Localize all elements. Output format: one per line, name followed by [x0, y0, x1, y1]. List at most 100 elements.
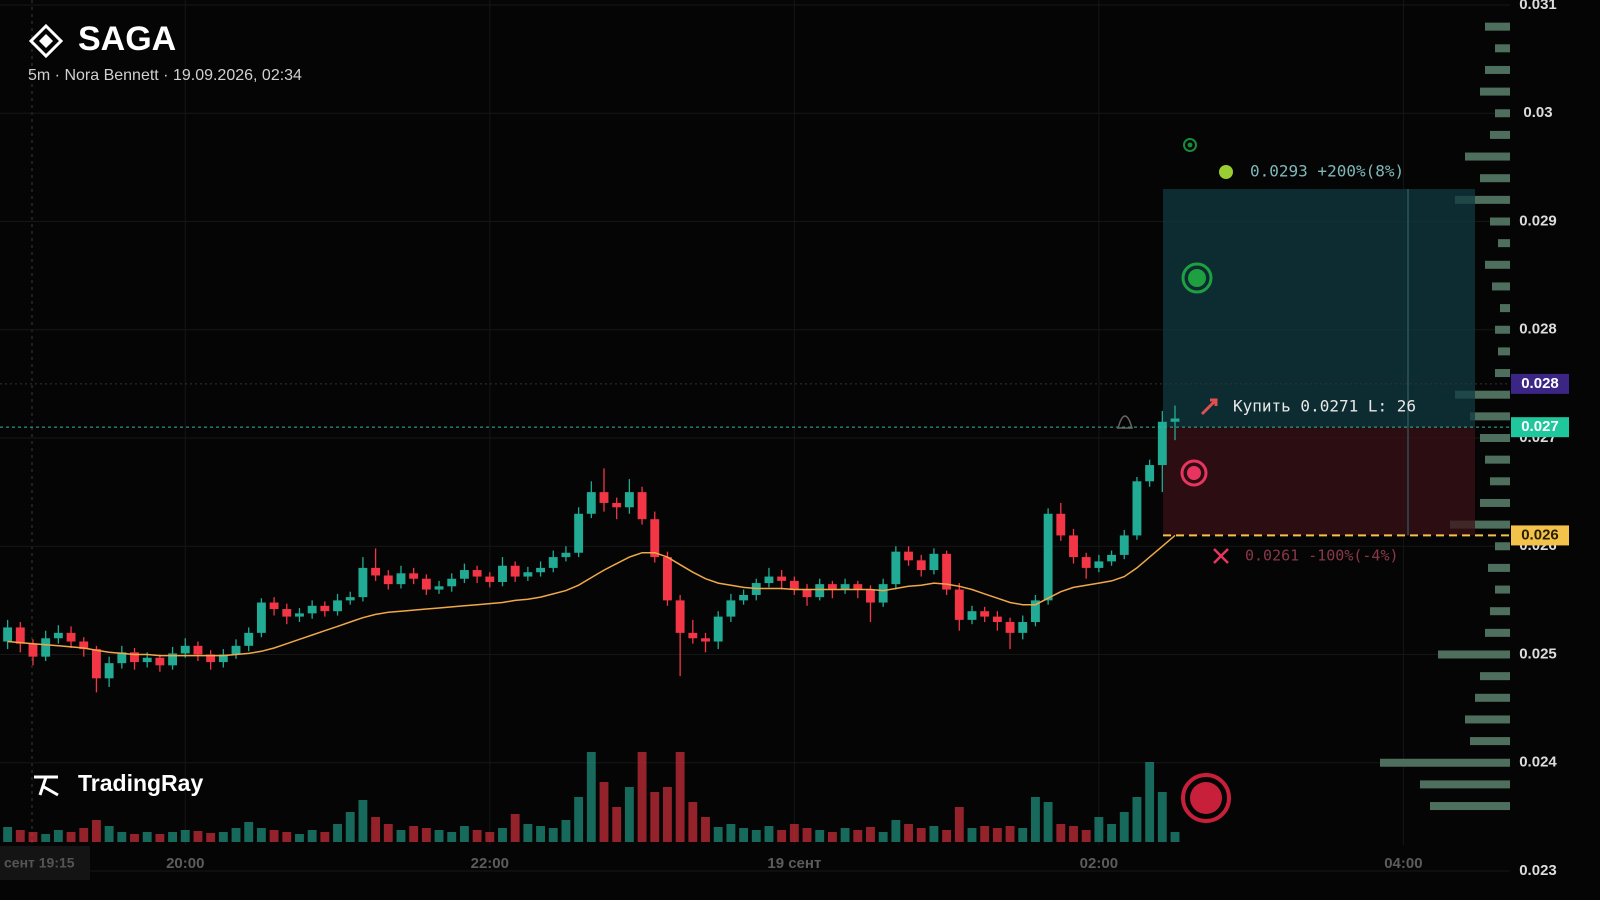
- volume-profile-bar: [1465, 152, 1510, 161]
- price-label-box: [1511, 417, 1569, 438]
- volume-bar: [66, 832, 76, 842]
- candle-body: [954, 589, 964, 620]
- candle-body: [1119, 535, 1129, 555]
- crosshair-time-box: [0, 846, 90, 880]
- volume-profile-bar: [1438, 650, 1510, 659]
- candle-body: [53, 632, 63, 639]
- volume-bar: [371, 817, 381, 842]
- candle-body: [421, 578, 431, 590]
- candle-body: [218, 654, 228, 663]
- candle-body: [142, 657, 152, 663]
- crosshair-time-label: сент 19:15: [4, 855, 75, 871]
- volume-bar: [485, 832, 495, 842]
- chart-title: SAGA: [78, 20, 176, 58]
- volume-bar: [396, 830, 406, 842]
- y-tick-label: 0.03: [1523, 104, 1552, 121]
- volume-profile-bar: [1492, 282, 1510, 291]
- volume-profile-bar: [1480, 672, 1510, 681]
- volume-bar: [155, 834, 165, 842]
- volume-profile-bar: [1498, 239, 1510, 248]
- volume-bar: [1018, 828, 1028, 842]
- y-tick-label: 0.029: [1519, 212, 1557, 229]
- volume-bar: [777, 830, 787, 842]
- volume-bar: [53, 830, 63, 842]
- candle-body: [117, 652, 127, 664]
- candle-body: [1157, 421, 1167, 466]
- volume-bar: [256, 828, 266, 842]
- loss-zone: [1163, 427, 1475, 536]
- y-tick-label: 0.025: [1519, 645, 1557, 662]
- volume-bar: [28, 832, 38, 842]
- volume-bar: [637, 752, 647, 842]
- volume-bar: [345, 812, 355, 842]
- volume-bar: [447, 832, 457, 842]
- volume-profile-bar: [1480, 434, 1510, 442]
- volume-profile-bar: [1495, 585, 1510, 594]
- volume-bar: [878, 832, 888, 842]
- candle-body: [1145, 465, 1155, 482]
- record-icon: [1190, 782, 1222, 814]
- volume-profile-bar: [1485, 65, 1510, 74]
- volume-profile-bar: [1455, 195, 1510, 204]
- volume-bar: [561, 820, 571, 842]
- price-label: 0.028: [1521, 375, 1559, 392]
- candle-body: [980, 611, 990, 617]
- volume-profile-bar: [1485, 22, 1510, 31]
- volume-profile-bar: [1470, 412, 1510, 421]
- volume-profile-bar: [1490, 607, 1510, 616]
- volume-bar: [206, 833, 216, 842]
- candle-body: [891, 551, 901, 585]
- candle-body: [904, 551, 913, 561]
- candle-body: [307, 605, 317, 614]
- volume-bar: [891, 820, 901, 842]
- volume-bar: [333, 824, 342, 842]
- alert-icon: [1116, 415, 1134, 429]
- candle-body: [3, 627, 13, 642]
- candle-body: [1107, 554, 1117, 562]
- volume-bar: [612, 807, 622, 842]
- candle-body: [523, 572, 533, 577]
- apple-icon: [1219, 165, 1233, 179]
- marker-icon: [1187, 142, 1193, 148]
- volume-bar: [827, 832, 837, 842]
- candle-body: [929, 553, 939, 571]
- volume-bar: [498, 828, 507, 842]
- candle-body: [802, 589, 812, 598]
- volume-profile-bar: [1485, 455, 1510, 464]
- volume-bar: [904, 824, 913, 842]
- candle-body: [1081, 557, 1091, 568]
- volume-bar: [269, 830, 279, 842]
- candle-body: [916, 560, 926, 571]
- volume-bar: [3, 827, 13, 842]
- volume-bar: [244, 822, 254, 842]
- volume-bar: [713, 827, 723, 842]
- volume-bar: [1170, 832, 1180, 842]
- volume-bar: [1094, 817, 1104, 842]
- candle-body: [561, 552, 571, 558]
- candle-body: [599, 492, 609, 503]
- candle-body: [472, 570, 482, 577]
- volume-bar: [574, 797, 584, 842]
- volume-bar: [510, 814, 520, 842]
- volume-profile-bar: [1500, 304, 1510, 313]
- y-tick-label: 0.031: [1519, 0, 1557, 13]
- candle-body: [320, 605, 330, 612]
- candle-body: [371, 567, 381, 576]
- volume-bar: [180, 830, 190, 842]
- candle-body: [41, 638, 51, 657]
- candle-body: [777, 576, 787, 581]
- price-label-box: [1511, 525, 1569, 546]
- candle-body: [510, 565, 520, 577]
- candle-body: [789, 580, 799, 590]
- volume-profile-bar: [1465, 715, 1510, 724]
- rocket-icon: [1200, 398, 1218, 416]
- candle-body: [942, 553, 952, 590]
- volume-bar: [282, 832, 292, 842]
- candle-body: [650, 519, 660, 558]
- candle-body: [396, 573, 406, 585]
- candle-body: [333, 600, 342, 612]
- volume-profile-bar: [1495, 325, 1510, 334]
- candle-body: [459, 570, 469, 579]
- volume-bar: [295, 834, 304, 842]
- candle-body: [269, 602, 279, 610]
